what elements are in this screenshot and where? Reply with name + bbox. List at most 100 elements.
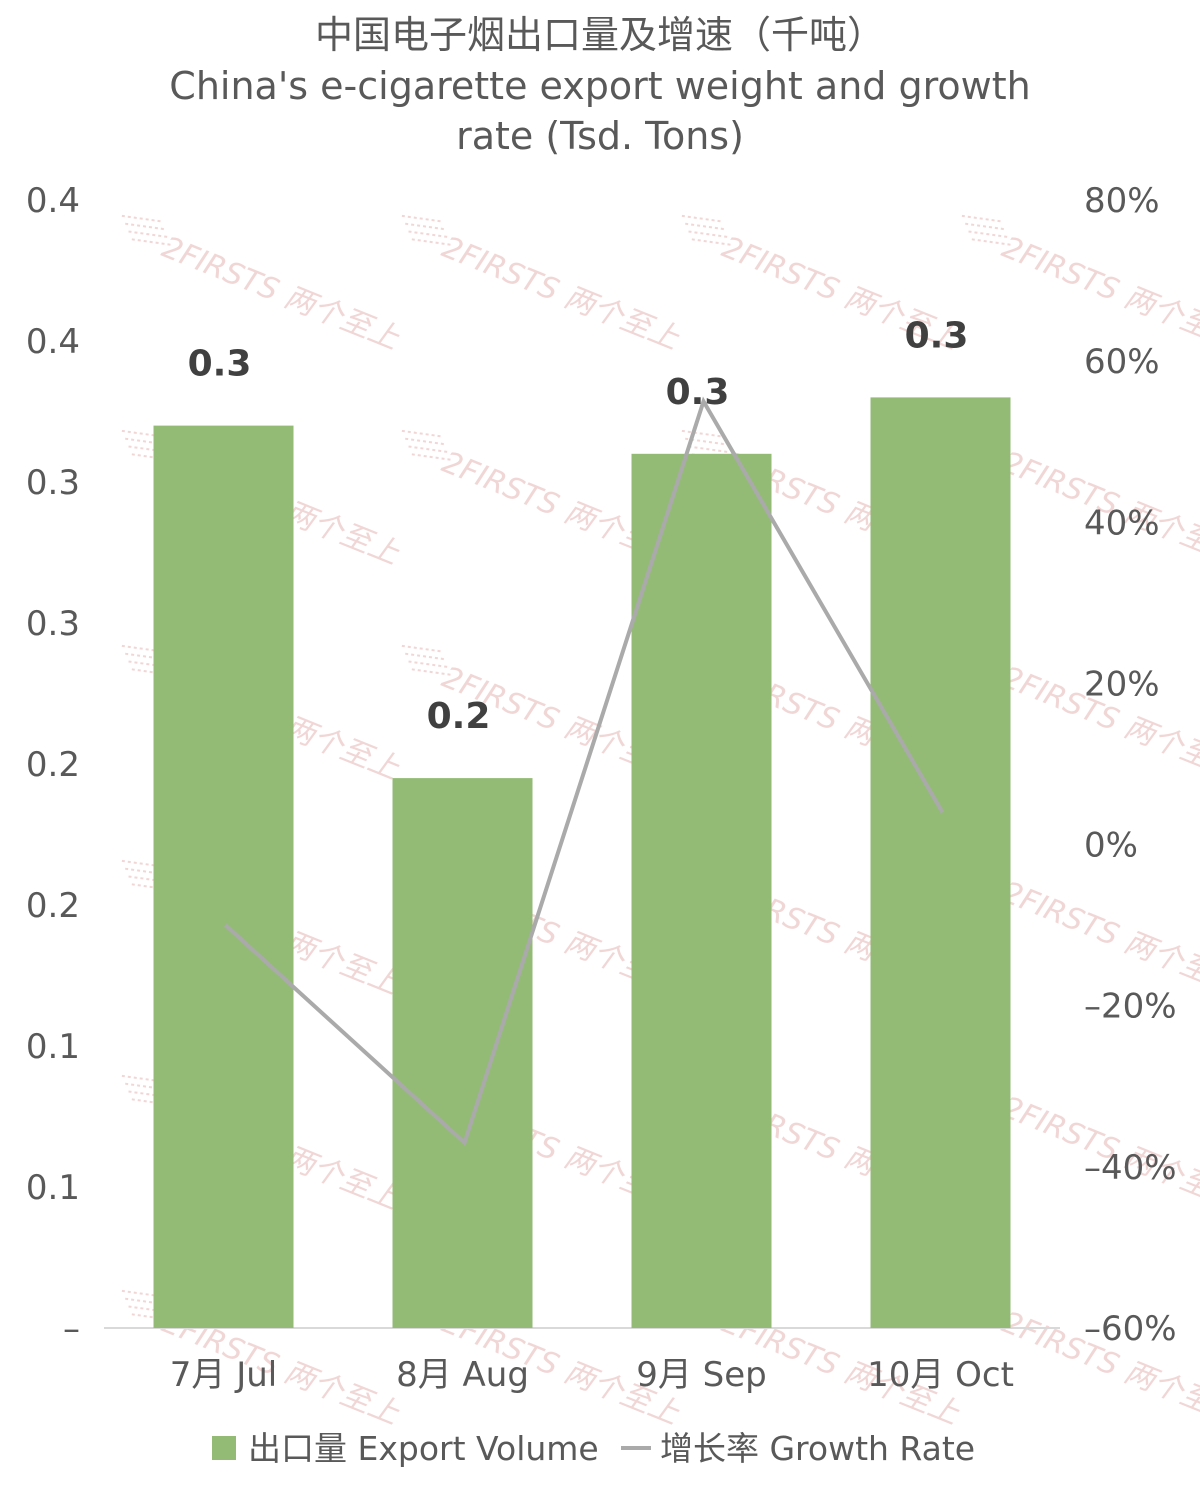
right-y-axis: –60% –40% –20% 0% 20% 40% 60% 80% <box>1084 181 1177 1349</box>
right-axis-tick-label: 80% <box>1084 181 1160 221</box>
watermark-logo-stroke <box>125 867 167 876</box>
watermark-logo-icon <box>681 214 733 247</box>
x-axis-tick-label: 7月 Jul <box>170 1355 277 1395</box>
right-axis-tick-label: –20% <box>1084 987 1177 1027</box>
watermark-logo-stroke <box>125 652 167 661</box>
watermark-logo-icon <box>121 1289 173 1322</box>
watermark-logo-icon <box>121 214 173 247</box>
left-axis-tick-label: 0.3 <box>26 463 80 503</box>
watermark-logo-stroke <box>128 875 170 884</box>
bar <box>153 425 294 1329</box>
x-axis-tick-label: 9月 Sep <box>636 1355 767 1395</box>
watermark-logo-stroke <box>411 453 453 462</box>
bar <box>392 778 533 1328</box>
watermark-logo-stroke <box>968 230 1010 239</box>
x-axis-tick-label: 8月 Aug <box>396 1355 529 1395</box>
watermark-logo-icon <box>961 214 1013 247</box>
bar-data-label: 0.3 <box>905 315 969 356</box>
watermark-logo-stroke <box>411 238 453 247</box>
growth-rate-line <box>224 396 945 1147</box>
watermark-logo-stroke <box>128 1090 170 1099</box>
watermark-logo-stroke <box>688 445 730 454</box>
legend-bar-swatch <box>212 1436 236 1460</box>
watermark-logo-stroke <box>408 230 450 239</box>
right-axis-tick-label: –40% <box>1084 1148 1177 1188</box>
left-axis-tick-label: – <box>63 1309 80 1349</box>
watermark-logo-stroke <box>128 660 170 669</box>
watermark-logo-stroke <box>971 238 1013 247</box>
bar <box>631 453 772 1328</box>
watermark-logo-stroke <box>125 437 167 446</box>
watermark-logo-stroke <box>131 668 173 677</box>
left-axis-tick-label: 0.4 <box>26 181 80 221</box>
watermark-logo-stroke <box>685 222 727 231</box>
bar-data-label: 0.3 <box>666 372 730 413</box>
bar <box>870 397 1011 1328</box>
legend-bar-label: 出口量 Export Volume <box>248 1429 599 1468</box>
watermark-logo-stroke <box>965 222 1007 231</box>
line-series <box>224 396 945 1147</box>
watermark-logo-icon <box>401 214 453 247</box>
watermark-logo-stroke <box>131 883 173 892</box>
bar-data-label: 0.2 <box>427 696 491 737</box>
watermark-logo-stroke <box>121 1289 163 1298</box>
watermark-logo-icon <box>401 644 453 677</box>
watermark-logo-icon <box>121 429 173 462</box>
left-y-axis: – 0.1 0.1 0.2 0.2 0.3 0.3 0.4 0.4 <box>26 181 80 1349</box>
watermark-logo-stroke <box>131 1098 173 1107</box>
watermark-logo-icon <box>121 1074 173 1107</box>
bar-series <box>153 397 1011 1329</box>
bar-data-label: 0.3 <box>188 344 252 385</box>
watermark-logo-stroke <box>131 1313 173 1322</box>
watermark-logo-stroke <box>405 222 447 231</box>
watermark-logo-stroke <box>401 644 443 653</box>
watermark-logo-stroke <box>121 429 163 438</box>
watermark-logo-stroke <box>131 238 173 247</box>
watermark-logo-stroke <box>125 222 167 231</box>
watermark-logo-stroke <box>121 214 163 223</box>
right-axis-tick-label: 20% <box>1084 664 1160 704</box>
watermark-logo-stroke <box>121 1074 163 1083</box>
legend: 出口量 Export Volume 增长率 Growth Rate <box>212 1429 975 1468</box>
x-axis-tick-label: 10月 Oct <box>867 1355 1014 1395</box>
watermark-logo-stroke <box>681 429 723 438</box>
watermark-logo-stroke <box>408 660 450 669</box>
watermark-logo-stroke <box>125 1082 167 1091</box>
right-axis-tick-label: 40% <box>1084 503 1160 543</box>
watermark-logo-stroke <box>681 214 723 223</box>
watermark-logo-stroke <box>128 445 170 454</box>
left-axis-tick-label: 0.4 <box>26 322 80 362</box>
watermark-logo-icon <box>121 859 173 892</box>
watermark-logo-stroke <box>121 644 163 653</box>
left-axis-tick-label: 0.1 <box>26 1168 80 1208</box>
watermark-logo-stroke <box>121 859 163 868</box>
watermark-logo-stroke <box>128 1305 170 1314</box>
watermark-logo-stroke <box>411 668 453 677</box>
legend-line-label: 增长率 Growth Rate <box>660 1429 975 1468</box>
watermark-logo-stroke <box>401 429 443 438</box>
left-axis-tick-label: 0.1 <box>26 1027 80 1067</box>
watermark-logo-icon <box>121 644 173 677</box>
watermark-logo-stroke <box>961 214 1003 223</box>
watermark-logo-stroke <box>688 230 730 239</box>
watermark-logo-stroke <box>125 1297 167 1306</box>
watermark-logo-stroke <box>131 453 173 462</box>
watermark-logo-icon <box>401 429 453 462</box>
left-axis-tick-label: 0.3 <box>26 604 80 644</box>
chart-subtitle-line-1: China's e-cigarette export weight and gr… <box>169 64 1030 108</box>
data-labels: 0.3 0.2 0.3 0.3 <box>188 315 969 737</box>
right-axis-tick-label: 0% <box>1084 826 1138 866</box>
right-axis-tick-label: 60% <box>1084 342 1160 382</box>
left-axis-tick-label: 0.2 <box>26 745 80 785</box>
watermark-logo-stroke <box>405 652 447 661</box>
watermark-logo-stroke <box>691 238 733 247</box>
chart-title: 中国电子烟出口量及增速（千吨） <box>315 13 885 57</box>
right-axis-tick-label: –60% <box>1084 1309 1177 1349</box>
watermark-logo-stroke <box>401 214 443 223</box>
watermark-logo-stroke <box>128 230 170 239</box>
watermark-logo-stroke <box>405 437 447 446</box>
chart-subtitle-line-2: rate (Tsd. Tons) <box>456 114 744 158</box>
watermark-logo-stroke <box>408 445 450 454</box>
left-axis-tick-label: 0.2 <box>26 886 80 926</box>
